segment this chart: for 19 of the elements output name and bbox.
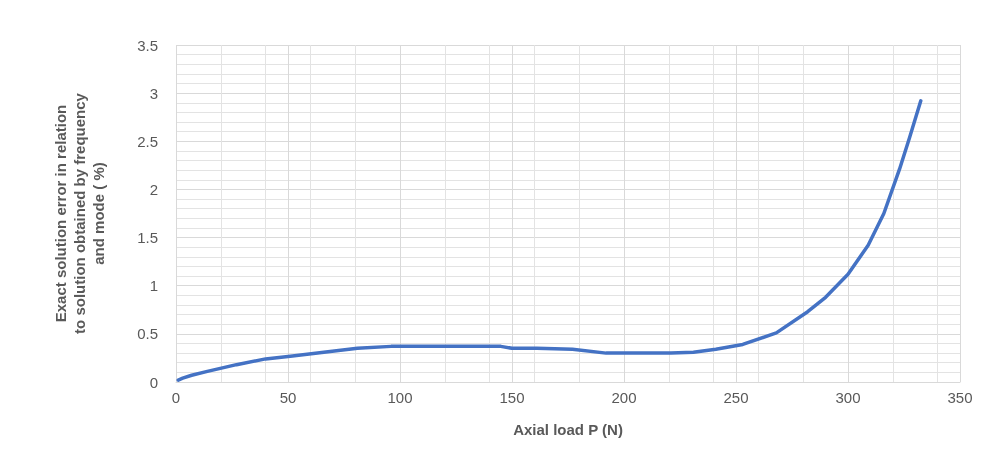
y-tick-label: 1.5 bbox=[137, 229, 158, 247]
y-tick-label: 3 bbox=[149, 84, 158, 102]
x-axis-title: Axial load P (N) bbox=[513, 421, 623, 438]
x-tick-label: 100 bbox=[387, 389, 413, 406]
y-tick-label: 1 bbox=[149, 277, 158, 295]
x-tick-label: 50 bbox=[279, 389, 297, 406]
x-tick-label: 150 bbox=[499, 389, 525, 406]
y-tick-label: 3.5 bbox=[137, 36, 158, 54]
line-series bbox=[176, 99, 923, 382]
x-tick-label: 350 bbox=[947, 389, 973, 406]
x-tick-label: 300 bbox=[835, 389, 861, 406]
y-tick-label: 0 bbox=[149, 373, 158, 391]
y-tick-label: 0.5 bbox=[137, 325, 158, 343]
y-axis-title: Exact solution error in relation to solution obtained by frequency and mode ( %) bbox=[52, 92, 107, 334]
x-tick-label: 250 bbox=[723, 389, 749, 406]
y-tick-label: 2 bbox=[149, 180, 158, 198]
y-tick-label: 2.5 bbox=[137, 132, 158, 150]
x-tick-label: 0 bbox=[171, 389, 181, 406]
x-tick-label: 200 bbox=[611, 389, 637, 406]
